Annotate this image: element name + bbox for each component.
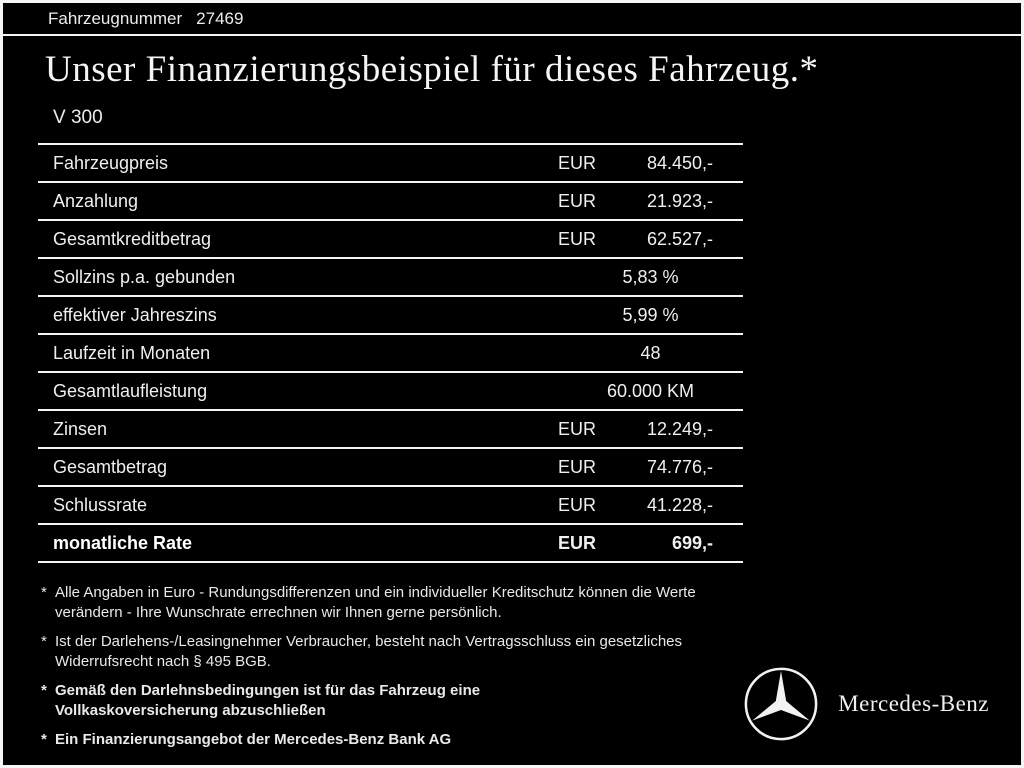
footnote: * Alle Angaben in Euro - Rundungsdiffere… — [41, 583, 741, 623]
currency-label: EUR — [558, 152, 597, 173]
vehicle-number-label: Fahrzeugnummer — [48, 9, 183, 28]
table-row: Zinsen EUR 12.249,- — [38, 409, 743, 447]
brand-name: Mercedes-Benz — [838, 691, 989, 716]
table-row-monthly-rate: monatliche Rate EUR 699,- — [38, 523, 743, 561]
page-title: Unser Finanzierungsbeispiel für dieses F… — [45, 49, 819, 90]
row-value: EUR 41.228,- — [558, 495, 743, 516]
footnote-text: Alle Angaben in Euro - Rundungsdifferenz… — [55, 584, 696, 621]
row-value: EUR 84.450,- — [558, 153, 743, 174]
row-label: Anzahlung — [53, 190, 139, 211]
footnote-marker: * — [41, 682, 47, 699]
row-value: EUR 21.923,- — [558, 191, 743, 212]
model-name: V 300 — [53, 107, 103, 128]
footnote-marker: * — [41, 633, 47, 650]
vehicle-number-value: 27469 — [196, 9, 244, 28]
currency-label: EUR — [558, 532, 597, 553]
table-row: Fahrzeugpreis EUR 84.450,- — [38, 143, 743, 181]
amount-value: 62.527,- — [646, 228, 713, 249]
amount-value: 74.776,- — [646, 456, 713, 477]
table-row: Sollzins p.a. gebunden 5,83 % — [38, 257, 743, 295]
row-label: Sollzins p.a. gebunden — [53, 266, 236, 287]
row-label: monatliche Rate — [53, 532, 193, 553]
table-row: Anzahlung EUR 21.923,- — [38, 181, 743, 219]
footnote: * Ein Finanzierungsangebot der Mercedes-… — [41, 730, 741, 750]
footnote-marker: * — [41, 731, 47, 748]
table-row: Gesamtlaufleistung 60.000 KM — [38, 371, 743, 409]
footnote-text: Gemäß den Darlehnsbedingungen ist für da… — [55, 682, 481, 719]
row-label: Fahrzeugpreis — [53, 152, 169, 173]
row-value: EUR 699,- — [558, 533, 743, 554]
table-row: Laufzeit in Monaten 48 — [38, 333, 743, 371]
amount-value: 12.249,- — [646, 418, 713, 439]
table-row: Gesamtkreditbetrag EUR 62.527,- — [38, 219, 743, 257]
table-row: effektiver Jahreszins 5,99 % — [38, 295, 743, 333]
footnote-text: Ist der Darlehens-/Leasingnehmer Verbrau… — [55, 633, 683, 670]
row-label: Laufzeit in Monaten — [53, 342, 211, 363]
footnotes: * Alle Angaben in Euro - Rundungsdiffere… — [41, 583, 741, 750]
row-label: Gesamtlaufleistung — [53, 380, 208, 401]
footnote-marker: * — [41, 584, 47, 601]
table-row: Schlussrate EUR 41.228,- — [38, 485, 743, 523]
amount-value: 84.450,- — [646, 152, 713, 173]
row-value: EUR 62.527,- — [558, 229, 743, 250]
row-value: 5,83 % — [622, 266, 679, 287]
amount-value: 21.923,- — [646, 190, 713, 211]
currency-label: EUR — [558, 418, 597, 439]
mercedes-star-icon — [744, 667, 818, 741]
currency-label: EUR — [558, 456, 597, 477]
brand: Mercedes-Benz — [742, 665, 989, 743]
table-row: Gesamtbetrag EUR 74.776,- — [38, 447, 743, 485]
vehicle-number-strip: Fahrzeugnummer 27469 — [3, 3, 1021, 36]
row-label: Gesamtbetrag — [53, 456, 168, 477]
row-value: EUR 74.776,- — [558, 457, 743, 478]
row-label: Zinsen — [53, 418, 108, 439]
row-label: Schlussrate — [53, 494, 148, 515]
amount-value: 41.228,- — [646, 494, 713, 515]
amount-value: 699,- — [671, 532, 713, 553]
footnote: * Ist der Darlehens-/Leasingnehmer Verbr… — [41, 632, 741, 672]
currency-label: EUR — [558, 190, 597, 211]
row-value: EUR 12.249,- — [558, 419, 743, 440]
footnote-text: Ein Finanzierungsangebot der Mercedes-Be… — [55, 731, 452, 748]
row-label: Gesamtkreditbetrag — [53, 228, 212, 249]
row-value: 5,99 % — [622, 304, 679, 325]
finance-table: Fahrzeugpreis EUR 84.450,- Anzahlung EUR 2… — [38, 143, 743, 563]
footnote: * Gemäß den Darlehnsbedingungen ist für … — [41, 681, 741, 721]
row-value: 48 — [640, 342, 661, 363]
currency-label: EUR — [558, 494, 597, 515]
row-value: 60.000 KM — [606, 380, 695, 401]
row-label: effektiver Jahreszins — [53, 304, 217, 325]
currency-label: EUR — [558, 228, 597, 249]
